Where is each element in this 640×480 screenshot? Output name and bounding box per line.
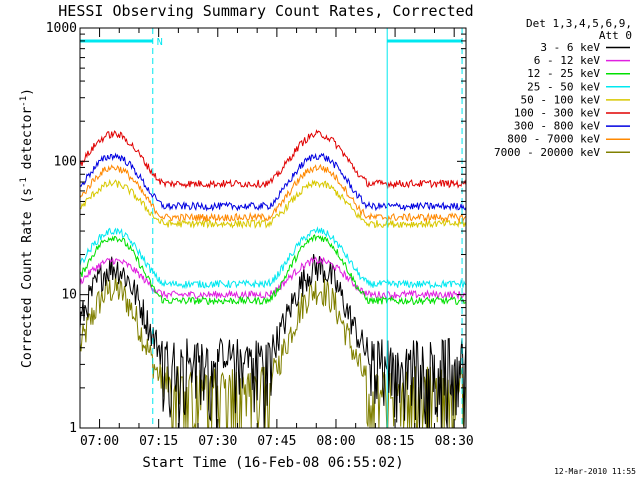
legend-label: 12 - 25 keV	[527, 67, 600, 80]
x-axis: 07:00 07:15 07:30 07:45 08:00 08:15 08:30	[80, 28, 474, 449]
chart-title: HESSI Observing Summary Count Rates, Cor…	[58, 2, 473, 20]
x-tick-label: 07:30	[198, 434, 237, 449]
y-tick-label: 100	[54, 154, 77, 169]
legend-label: 6 - 12 keV	[534, 54, 601, 67]
footer-timestamp: 12-Mar-2010 11:55	[554, 467, 636, 476]
x-tick-label: 08:15	[376, 434, 415, 449]
series-line	[79, 226, 467, 290]
night-marker: N	[157, 37, 163, 48]
legend-label: 3 - 6 keV	[540, 41, 600, 54]
series-line	[79, 152, 467, 212]
legend-header-2: Att 0	[599, 29, 632, 42]
x-tick-label: 08:30	[435, 434, 474, 449]
y-axis-label: Corrected Count Rate (s-1 detector-1)	[19, 88, 35, 368]
series-line	[79, 163, 467, 223]
series-layer	[79, 129, 467, 429]
x-tick-label: 07:45	[257, 434, 296, 449]
legend-label: 25 - 50 keV	[527, 80, 600, 93]
y-axis-label-end: )	[20, 88, 35, 96]
x-tick-label: 07:15	[139, 434, 178, 449]
x-tick-label: 07:00	[80, 434, 119, 449]
y-axis-label-sup1: -1	[19, 177, 29, 188]
y-axis-label-mid: detector	[20, 107, 35, 178]
series-line	[79, 274, 467, 429]
x-axis-label: Start Time (16-Feb-08 06:55:02)	[142, 455, 403, 471]
x-tick-label: 08:00	[316, 434, 355, 449]
y-tick-label: 1	[69, 421, 77, 436]
legend-label: 100 - 300 keV	[514, 107, 600, 120]
series-line	[79, 129, 467, 190]
legend-header-1: Det 1,3,4,5,6,9,	[526, 17, 632, 30]
series-line	[79, 234, 467, 306]
legend-label: 50 - 100 keV	[521, 93, 601, 106]
y-tick-label: 1000	[46, 21, 77, 36]
plot-frame	[79, 27, 467, 429]
series-line	[79, 254, 467, 429]
y-axis-label-sup2: -1	[19, 96, 29, 107]
y-axis-label-main: Corrected Count Rate (s	[20, 188, 35, 368]
annotation-layer: N	[79, 28, 463, 428]
legend-label: 7000 - 20000 keV	[494, 146, 600, 159]
y-tick-label: 10	[61, 288, 77, 303]
legend-label: 800 - 7000 keV	[507, 133, 600, 146]
series-line	[79, 178, 467, 230]
y-axis: 1 10 100 1000	[46, 21, 466, 436]
legend-label: 300 - 800 keV	[514, 120, 600, 133]
